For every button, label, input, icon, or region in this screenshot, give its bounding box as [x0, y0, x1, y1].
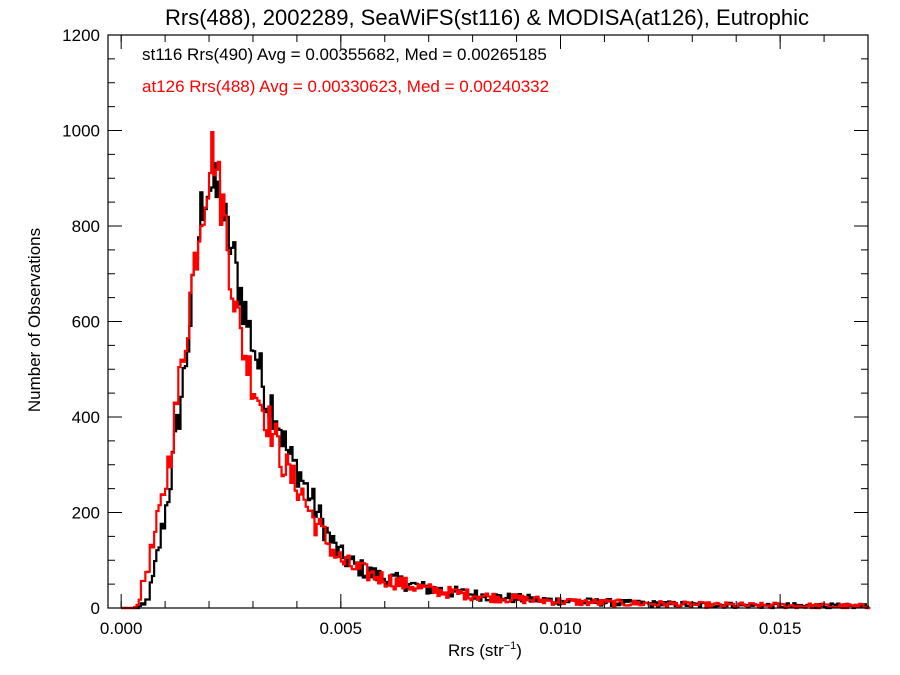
- y-tick-label: 1000: [62, 122, 100, 141]
- legend-entry-at126: at126 Rrs(488) Avg = 0.00330623, Med = 0…: [142, 77, 549, 96]
- y-tick-label: 1200: [62, 26, 100, 45]
- plot-area: [107, 34, 871, 610]
- y-tick-label: 0: [91, 599, 100, 618]
- y-tick-label: 200: [72, 504, 100, 523]
- x-axis-label-superscript: −1: [504, 640, 517, 652]
- chart-title: Rrs(488), 2002289, SeaWiFS(st116) & MODI…: [165, 5, 809, 30]
- series-1-histogram: [121, 130, 871, 610]
- y-tick-label: 400: [72, 408, 100, 427]
- x-tick-label: 0.000: [100, 619, 143, 638]
- x-tick-label: 0.015: [759, 619, 802, 638]
- x-tick-label: 0.005: [320, 619, 363, 638]
- legend-entry-st116: st116 Rrs(490) Avg = 0.00355682, Med = 0…: [142, 45, 547, 64]
- x-tick-label: 0.010: [539, 619, 582, 638]
- x-axis-label: Rrs (str−1): [448, 640, 522, 660]
- x-axis-label-suffix: ): [516, 641, 522, 660]
- series-0-histogram: [121, 162, 871, 610]
- y-axis: 0 200 400 600 800 1000 1200: [62, 26, 868, 618]
- y-tick-label: 600: [72, 313, 100, 332]
- legend: st116 Rrs(490) Avg = 0.00355682, Med = 0…: [142, 45, 549, 96]
- x-axis-label-prefix: Rrs (str: [448, 641, 504, 660]
- x-axis: 0.000 0.005 0.010 0.015: [100, 35, 869, 638]
- y-axis-label: Number of Observations: [25, 228, 44, 412]
- y-tick-label: 800: [72, 217, 100, 236]
- plot-frame: [107, 34, 869, 609]
